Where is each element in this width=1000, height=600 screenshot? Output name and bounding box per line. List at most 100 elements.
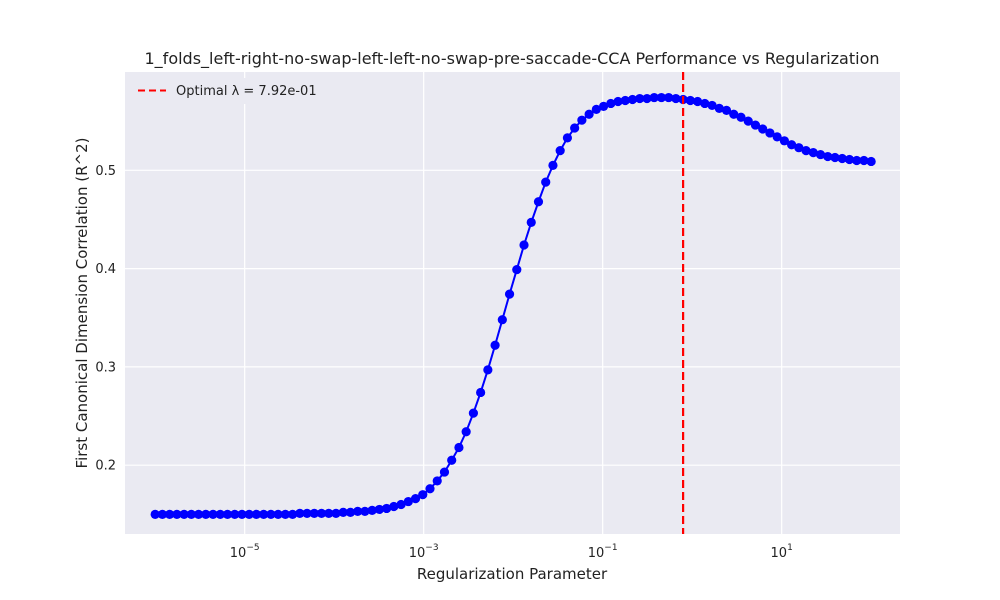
data-point <box>374 504 384 515</box>
data-point <box>852 155 862 166</box>
data-point <box>172 509 182 519</box>
data-point <box>287 509 298 519</box>
data-point <box>801 146 811 156</box>
data-point <box>447 455 457 465</box>
data-point <box>222 509 233 519</box>
data-point <box>794 143 804 153</box>
data-point <box>613 96 623 107</box>
x-tick-label: 10−3 <box>409 543 439 561</box>
data-point <box>193 509 204 519</box>
legend: Optimal λ = 7.92e-01 <box>131 78 317 104</box>
data-point <box>165 509 175 519</box>
data-point <box>736 112 746 122</box>
data-point <box>353 506 363 516</box>
data-point <box>779 136 789 146</box>
data-point <box>230 509 240 519</box>
data-point <box>859 155 869 166</box>
data-point <box>772 132 782 142</box>
data-point <box>555 146 565 156</box>
data-point <box>714 103 724 113</box>
data-point <box>685 95 695 106</box>
data-point <box>490 340 500 350</box>
data-point <box>808 148 818 158</box>
data-point <box>295 508 305 518</box>
data-point <box>570 123 580 133</box>
data-point <box>360 506 370 516</box>
x-tick-label: 101 <box>771 543 793 561</box>
data-point <box>656 92 667 103</box>
data-point <box>410 494 421 504</box>
plot-background <box>125 72 900 534</box>
data-point <box>251 509 262 519</box>
y-tick-label: 0.3 <box>95 360 116 375</box>
data-point <box>664 92 674 103</box>
data-point <box>526 217 536 227</box>
data-point <box>815 149 826 160</box>
data-point <box>237 509 247 519</box>
data-point <box>396 499 406 510</box>
data-point <box>519 240 529 250</box>
data-point <box>432 476 442 486</box>
data-point <box>765 128 775 138</box>
data-point <box>671 93 681 104</box>
data-point <box>150 509 160 519</box>
data-point <box>627 94 638 105</box>
data-point <box>729 109 739 119</box>
data-point <box>244 509 254 519</box>
data-point <box>830 152 840 163</box>
data-point <box>367 505 377 516</box>
data-point <box>642 93 652 104</box>
x-axis-label: Regularization Parameter <box>417 565 608 583</box>
data-point <box>541 177 551 187</box>
data-point <box>512 264 522 275</box>
data-point <box>483 365 493 375</box>
data-point <box>425 484 435 494</box>
data-point <box>497 315 507 325</box>
data-point <box>866 156 876 167</box>
data-point <box>215 509 225 519</box>
data-point <box>418 490 428 500</box>
y-axis-label: First Canonical Dimension Correlation (R… <box>73 138 91 469</box>
data-point <box>635 93 645 104</box>
data-point <box>201 509 211 519</box>
x-tick-label: 10−1 <box>588 543 618 561</box>
data-point <box>186 509 196 519</box>
data-point <box>403 496 413 507</box>
data-point <box>324 508 334 518</box>
data-point <box>620 95 630 106</box>
data-point <box>157 509 168 519</box>
data-point <box>721 105 732 115</box>
chart-title: 1_folds_left-right-no-swap-left-left-no-… <box>145 49 880 69</box>
data-point <box>649 92 659 103</box>
data-point <box>598 101 609 111</box>
data-point <box>273 509 283 519</box>
grid <box>125 72 900 534</box>
data-point <box>338 507 348 517</box>
data-point <box>823 151 833 162</box>
ticks-layer: 10−5 10−3 10−1 101 0.2 0.3 0.4 0.5 <box>95 164 792 561</box>
x-tick-label: 10−5 <box>230 543 260 561</box>
data-point <box>345 507 356 517</box>
data-point <box>743 116 753 126</box>
data-point <box>504 289 515 299</box>
data-point <box>439 467 450 477</box>
data-point <box>266 509 276 519</box>
data-point <box>309 508 319 518</box>
data-point <box>208 509 218 519</box>
data-point <box>280 509 290 519</box>
data-point <box>591 104 601 114</box>
data-point <box>382 503 392 514</box>
data-point <box>461 427 471 437</box>
data-point <box>468 408 478 418</box>
data-point <box>331 508 341 518</box>
data-point <box>577 115 587 125</box>
data-point <box>562 133 573 143</box>
legend-label: Optimal λ = 7.92e-01 <box>176 84 317 99</box>
series-layer <box>150 92 876 519</box>
data-point <box>476 387 486 398</box>
data-point <box>533 197 544 207</box>
data-point <box>259 509 269 519</box>
data-point <box>707 100 717 111</box>
data-point <box>548 160 558 170</box>
